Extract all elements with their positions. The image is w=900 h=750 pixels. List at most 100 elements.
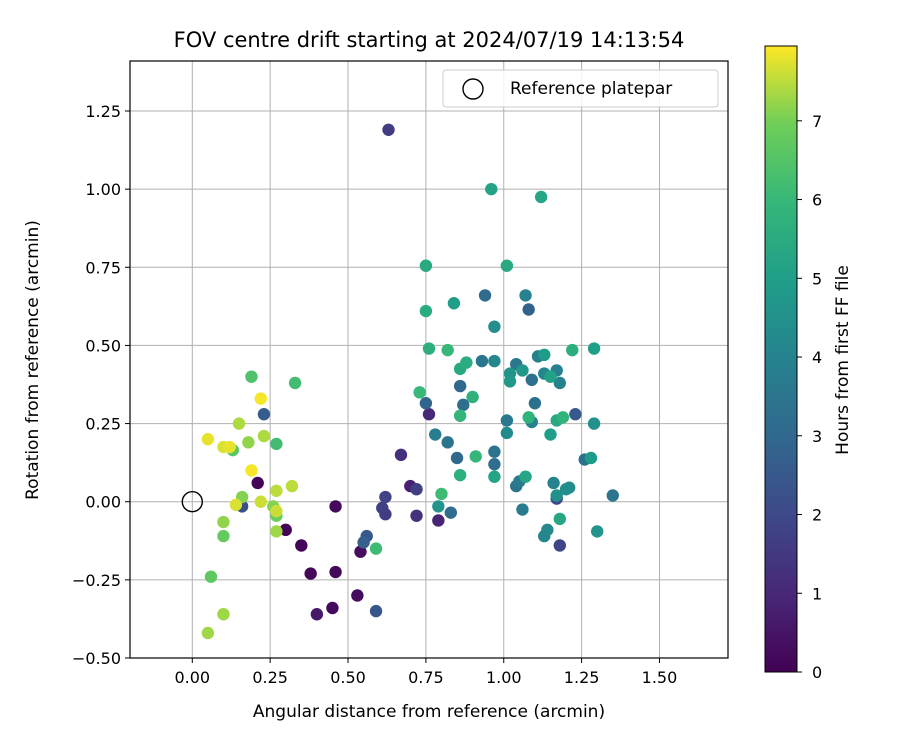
scatter-point [441, 436, 454, 449]
scatter-point [435, 487, 448, 501]
scatter-point [429, 428, 442, 441]
x-tick-label: 1.25 [564, 668, 600, 687]
scatter-point [419, 397, 433, 410]
scatter-point [217, 608, 230, 621]
legend-box [442, 69, 719, 108]
legend: Reference platepar [442, 69, 719, 108]
y-tick-label: 1.00 [85, 180, 121, 199]
scatter-point [534, 190, 548, 204]
scatter-point [553, 539, 567, 552]
scatter-point [469, 450, 482, 463]
scatter-point [394, 448, 408, 462]
scatter-point [538, 348, 551, 362]
scatter-point [466, 390, 479, 404]
scatter-point [419, 304, 433, 318]
scatter-point [223, 440, 236, 454]
scatter-point [457, 398, 470, 412]
y-tick-label: 0.25 [85, 415, 121, 434]
scatter-point [419, 259, 433, 272]
scatter-point [519, 289, 532, 302]
y-axis-ticks: −0.50 −0.25 0.00 0.25 0.50 0.75 1.00 1.25 [72, 102, 130, 668]
scatter-point [475, 354, 489, 368]
scatter-point [357, 536, 370, 549]
colorbar-tick-label: 0 [812, 663, 822, 682]
scatter-point [376, 501, 389, 515]
scatter-point [329, 565, 342, 579]
scatter-point [254, 392, 268, 405]
scatter-point [432, 514, 445, 527]
scatter-point [569, 407, 582, 421]
scatter-point [432, 500, 445, 513]
scatter-point [369, 542, 383, 555]
scatter-point [587, 417, 601, 430]
scatter-point [369, 604, 383, 618]
x-axis-ticks: 0.00 0.25 0.50 0.75 1.00 1.25 1.50 [174, 658, 677, 687]
scatter-point [245, 464, 258, 477]
scatter-point [201, 433, 215, 446]
scatter-point [447, 297, 461, 310]
x-tick-label: 0.50 [330, 668, 366, 687]
scatter-point [525, 373, 538, 387]
scatter-point [522, 411, 535, 424]
scatter-point [453, 379, 467, 393]
chart-title: FOV centre drift starting at 2024/07/19 … [174, 28, 685, 52]
y-tick-label: −0.25 [72, 571, 121, 590]
scatter-point [351, 589, 364, 602]
y-axis-label: Rotation from reference (arcmin) [23, 220, 43, 500]
x-axis-label: Angular distance from reference (arcmin) [253, 702, 605, 722]
scatter-point [547, 476, 560, 490]
scatter-point [450, 451, 464, 465]
scatter-point [251, 476, 264, 490]
scatter-point [382, 123, 395, 136]
scatter-point [584, 451, 598, 465]
colorbar-label: Hours from first FF file [833, 265, 853, 455]
scatter-point [254, 495, 268, 508]
scatter-point [516, 364, 529, 377]
colorbar-ticks: 0 1 2 3 4 5 6 7 [797, 112, 822, 682]
scatter-point [242, 436, 255, 449]
scatter-point [410, 483, 423, 496]
scatter-point [232, 417, 246, 430]
colorbar-tick-label: 7 [812, 112, 822, 131]
scatter-point [544, 428, 557, 441]
scatter-point [257, 429, 271, 443]
y-tick-label: 0.50 [85, 336, 121, 355]
y-tick-label: 1.25 [85, 102, 121, 121]
scatter-point [500, 426, 514, 440]
scatter-point [304, 567, 317, 580]
scatter-point [488, 445, 501, 458]
scatter-point [270, 525, 283, 538]
scatter-point [488, 458, 501, 471]
scatter-point [444, 506, 458, 519]
scatter-point [270, 484, 283, 497]
scatter-point [422, 342, 436, 355]
scatter-point [516, 503, 529, 516]
scatter-point [590, 525, 604, 538]
legend-marker [462, 78, 484, 100]
scatter-point [245, 370, 258, 383]
scatter-points [201, 123, 619, 640]
scatter-point [295, 539, 308, 552]
scatter-point [550, 489, 563, 502]
scatter-point [556, 411, 570, 424]
x-tick-label: 0.00 [174, 668, 210, 687]
scatter-point [413, 386, 426, 399]
scatter-point [522, 303, 535, 316]
x-tick-label: 0.75 [408, 668, 444, 687]
scatter-point [519, 470, 532, 483]
scatter-point [441, 343, 454, 357]
reference-platepar-marker [181, 491, 203, 513]
scatter-point [485, 182, 498, 196]
scatter-point [217, 515, 230, 529]
scatter-point [559, 483, 573, 496]
x-tick-label: 1.50 [642, 668, 678, 687]
scatter-point [488, 354, 501, 368]
scatter-point [488, 320, 501, 333]
scatter-point [528, 397, 542, 410]
scatter-point [379, 490, 392, 504]
scatter-point [326, 601, 339, 615]
colorbar-tick-label: 2 [812, 506, 822, 525]
scatter-point [460, 356, 473, 369]
scatter-point [229, 498, 243, 512]
plot-background [130, 61, 728, 658]
